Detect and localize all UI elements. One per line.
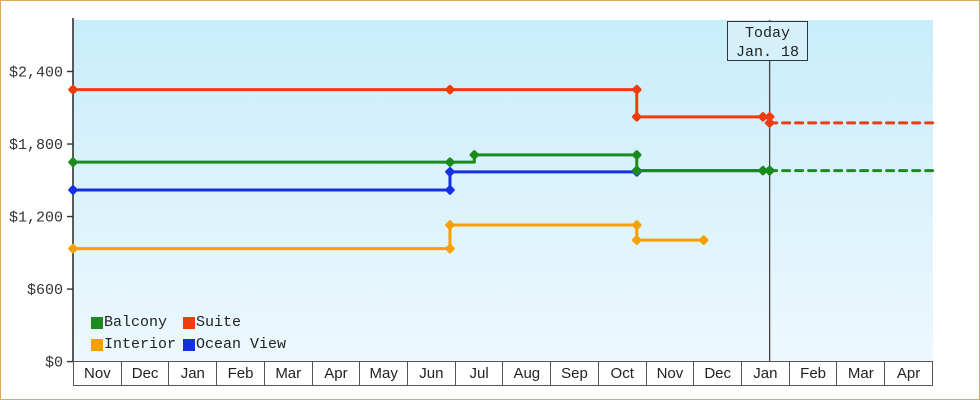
svg-text:$600: $600 xyxy=(27,282,63,299)
svg-text:$1,800: $1,800 xyxy=(9,137,63,154)
svg-text:$0: $0 xyxy=(45,355,63,372)
svg-text:$1,200: $1,200 xyxy=(9,210,63,227)
svg-text:$2,400: $2,400 xyxy=(9,65,63,82)
